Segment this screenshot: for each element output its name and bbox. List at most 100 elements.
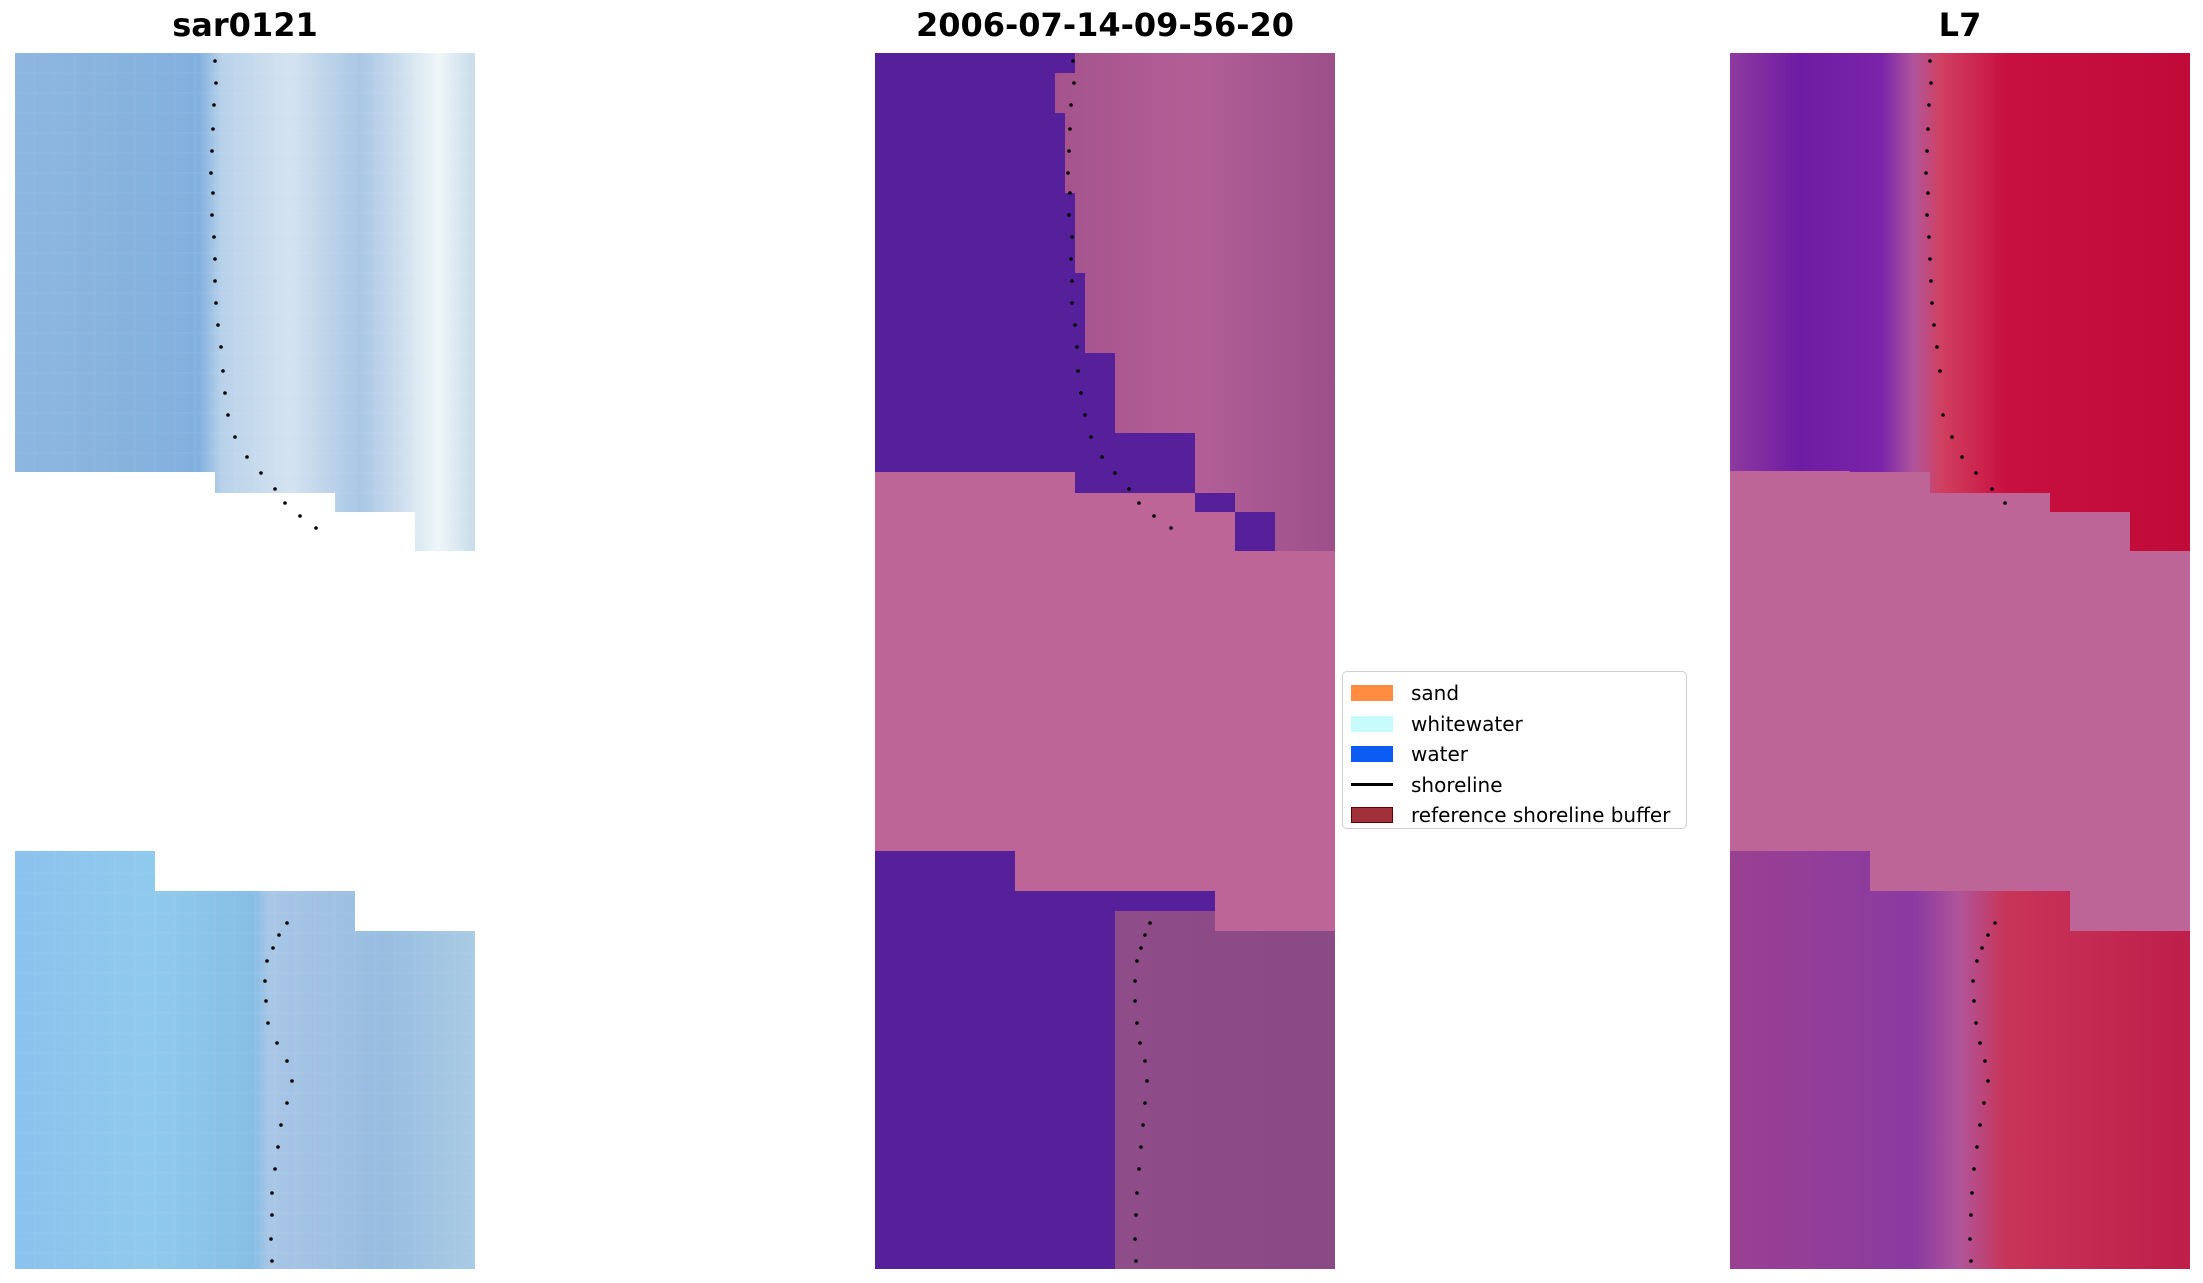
shoreline-dot xyxy=(1139,1145,1143,1149)
shoreline-dot xyxy=(1066,171,1070,175)
shoreline-dot xyxy=(1925,213,1929,217)
shoreline-dot xyxy=(1924,171,1928,175)
shoreline-dot xyxy=(1069,103,1073,107)
shoreline-dot xyxy=(273,487,277,491)
shoreline-dot xyxy=(1070,279,1074,283)
shoreline-dot xyxy=(1143,1101,1147,1105)
shoreline-dot xyxy=(270,1213,274,1217)
shoreline-dot xyxy=(1113,471,1117,475)
shoreline-dot xyxy=(1143,1059,1147,1063)
index-image-panel xyxy=(1730,53,2190,1269)
shoreline-dot xyxy=(1970,1191,1974,1195)
shoreline-dot xyxy=(1930,301,1934,305)
shoreline-dot xyxy=(1141,1123,1145,1127)
shoreline-dot xyxy=(211,127,215,131)
shoreline-dot xyxy=(221,369,225,373)
shoreline-dot xyxy=(285,1101,289,1105)
shoreline-dot xyxy=(209,171,213,175)
shoreline-dot xyxy=(314,526,318,530)
shoreline-dot xyxy=(1929,279,1933,283)
rgb-image-panel xyxy=(15,53,475,1269)
shoreline-dot xyxy=(1986,933,1990,937)
shoreline-dot xyxy=(1969,1213,1973,1217)
shoreline-dot xyxy=(1134,1213,1138,1217)
shoreline-dot xyxy=(1133,979,1137,983)
shoreline-dot xyxy=(263,979,267,983)
shoreline-dot xyxy=(1978,1123,1982,1127)
shoreline-dot xyxy=(1993,921,1997,925)
shoreline-dot xyxy=(1137,501,1141,505)
shoreline-dot xyxy=(1127,487,1131,491)
shoreline-dot xyxy=(1928,257,1932,261)
shoreline-dots xyxy=(209,59,318,1263)
shoreline-dot xyxy=(1083,413,1087,417)
panel-title-index: L7 xyxy=(1938,6,1982,44)
shoreline-dot xyxy=(1152,514,1156,518)
shoreline-dot xyxy=(1067,149,1071,153)
shoreline-dot xyxy=(1137,1167,1141,1171)
shoreline-dot xyxy=(233,435,237,439)
shoreline-dot xyxy=(1139,946,1143,950)
index-image xyxy=(1730,53,2190,1269)
legend-item-water: water xyxy=(1343,739,1686,770)
shoreline-dots xyxy=(1066,59,1173,1263)
shoreline-dot xyxy=(1071,59,1075,63)
shoreline-dot xyxy=(1070,301,1074,305)
shoreline-dot xyxy=(1927,103,1931,107)
shoreline-dot xyxy=(1925,149,1929,153)
shoreline-dot xyxy=(1076,369,1080,373)
shoreline-dot xyxy=(1983,1059,1987,1063)
shoreline-dot xyxy=(1928,59,1932,63)
shoreline-dot xyxy=(273,1167,277,1171)
legend-label: water xyxy=(1411,742,1468,767)
shoreline-dot xyxy=(213,279,217,283)
shoreline-dot xyxy=(212,103,216,107)
shoreline-dot xyxy=(285,921,289,925)
shoreline-dot xyxy=(1975,1145,1979,1149)
shoreline-dot xyxy=(1070,235,1074,239)
legend: sand whitewater water shoreline referenc… xyxy=(1342,671,1687,829)
shoreline-dot xyxy=(216,323,220,327)
shoreline-dot xyxy=(1089,435,1093,439)
shoreline-dot xyxy=(212,235,216,239)
shoreline-dot xyxy=(1974,1021,1978,1025)
shoreline-dots xyxy=(1924,59,2007,1263)
shoreline-dot xyxy=(285,1059,289,1063)
shoreline-dot xyxy=(1990,487,1994,491)
classified-image-panel xyxy=(875,53,1335,1269)
shoreline-dot xyxy=(1986,1079,1990,1083)
shoreline-dot xyxy=(214,301,218,305)
legend-item-whitewater: whitewater xyxy=(1343,709,1686,740)
shoreline-dot xyxy=(1972,1167,1976,1171)
panel-title-rgb: sar0121 xyxy=(172,6,318,44)
legend-item-reference-buffer: reference shoreline buffer xyxy=(1343,800,1686,831)
shoreline-dot xyxy=(1145,1079,1149,1083)
shoreline-dot xyxy=(1148,921,1152,925)
shoreline-dot xyxy=(1079,391,1083,395)
shoreline-dot xyxy=(1941,413,1945,417)
shoreline-dot xyxy=(213,59,217,63)
legend-label: shoreline xyxy=(1411,772,1503,797)
shoreline-dot xyxy=(276,1145,280,1149)
shoreline-dot xyxy=(1929,81,1933,85)
shoreline-dot xyxy=(1932,323,1936,327)
shoreline-dot xyxy=(1975,959,1979,963)
shoreline-dot xyxy=(1968,1237,1972,1241)
shoreline-dot xyxy=(271,946,275,950)
shoreline-dot xyxy=(259,471,263,475)
shoreline-dot xyxy=(264,999,268,1003)
rgb-image xyxy=(15,53,475,1269)
shoreline-dot xyxy=(1969,1259,1973,1263)
shoreline-dot xyxy=(1069,257,1073,261)
shoreline-dot xyxy=(1135,1191,1139,1195)
shoreline-dot xyxy=(1135,959,1139,963)
panel-title-classified: 2006-07-14-09-56-20 xyxy=(915,6,1295,44)
shoreline-dot xyxy=(275,1041,279,1045)
legend-item-sand: sand xyxy=(1343,678,1686,709)
shoreline-dot xyxy=(1960,455,1964,459)
shoreline-dot xyxy=(1935,345,1939,349)
class-land-bottom xyxy=(1115,911,1335,1269)
shoreline-dot xyxy=(1135,1021,1139,1025)
shoreline-dot xyxy=(211,191,215,195)
reference-buffer-swatch xyxy=(1351,807,1393,824)
